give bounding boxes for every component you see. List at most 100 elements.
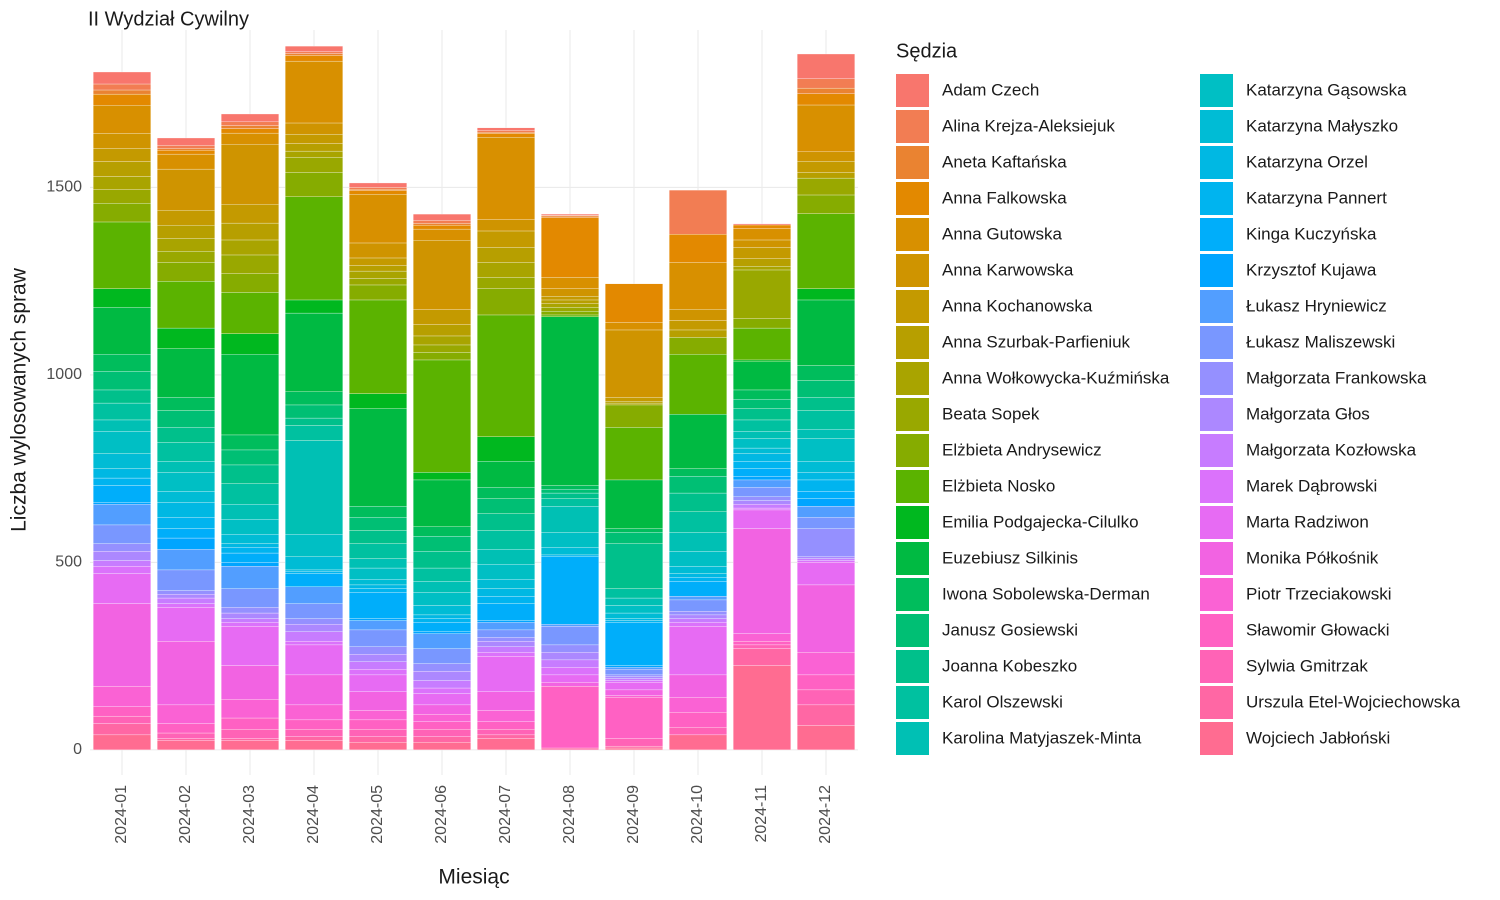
- legend-label: Kinga Kuczyńska: [1246, 224, 1377, 243]
- bar-segment: [541, 307, 599, 312]
- legend-key: [1200, 506, 1233, 539]
- bar-segment: [413, 240, 471, 310]
- bar-segment: [669, 476, 727, 494]
- bar-segment: [797, 87, 855, 94]
- bar-segment: [733, 269, 791, 319]
- legend-label: Katarzyna Małyszko: [1246, 116, 1398, 135]
- bar-segment: [349, 393, 407, 409]
- bar-segment: [477, 620, 535, 623]
- bar-segment: [797, 177, 855, 196]
- bar-segment: [157, 348, 215, 398]
- bar-segment: [669, 727, 727, 736]
- legend-label: Sławomir Głowacki: [1246, 620, 1390, 639]
- bar-segment: [541, 644, 599, 653]
- legend-key: [1200, 470, 1233, 503]
- bar-segment: [413, 213, 471, 221]
- bar-segment: [605, 678, 663, 681]
- legend-label: Małgorzata Frankowska: [1246, 368, 1427, 387]
- legend-label: Anna Kochanowska: [942, 296, 1093, 315]
- bar-segment: [285, 640, 343, 646]
- bar-segment: [413, 633, 471, 649]
- bar-segment: [413, 704, 471, 715]
- bar-segment: [669, 577, 727, 582]
- legend-label: Marek Dąbrowski: [1246, 476, 1377, 495]
- bar-segment: [477, 487, 535, 499]
- bar-segment: [605, 689, 663, 696]
- bar-segment: [349, 187, 407, 190]
- bar-segment: [797, 429, 855, 439]
- bar-segment: [157, 148, 215, 151]
- bar-segment: [733, 223, 791, 226]
- bar-segment: [221, 449, 279, 466]
- bar-segment: [349, 661, 407, 670]
- legend-key: [1200, 182, 1233, 215]
- bar-segment: [669, 309, 727, 321]
- bar-segment: [605, 329, 663, 398]
- legend-label: Aneta Kaftańska: [942, 152, 1067, 171]
- bar-segment: [733, 228, 791, 241]
- legend-key: [896, 434, 929, 467]
- bar-segment: [733, 528, 791, 634]
- bar-segment: [669, 320, 727, 331]
- bar-segment: [605, 528, 663, 533]
- x-tick-label: 2024-11: [753, 785, 770, 843]
- bar-segment: [93, 524, 151, 544]
- bar-segment: [477, 277, 535, 289]
- bar-segment: [349, 242, 407, 259]
- bar-segment: [157, 590, 215, 595]
- bar-segment: [349, 719, 407, 730]
- bar-segment: [477, 513, 535, 531]
- bar-segment: [221, 144, 279, 205]
- bar-segment: [605, 695, 663, 698]
- legend-label: Sylwia Gmitrzak: [1246, 656, 1368, 675]
- bar-segment: [477, 530, 535, 550]
- bar-segment: [221, 625, 279, 666]
- x-tick-label: 2024-08: [561, 785, 578, 844]
- legend-label: Piotr Trzeciakowski: [1246, 584, 1391, 603]
- bar-segment: [93, 706, 151, 717]
- bar-segment: [349, 567, 407, 580]
- bar-segment: [221, 222, 279, 241]
- bar-segment: [157, 597, 215, 604]
- bar-segment: [285, 569, 343, 572]
- bar-segment: [93, 504, 151, 526]
- bar-segment: [349, 189, 407, 191]
- bar-segment: [797, 472, 855, 481]
- bar-segment: [285, 143, 343, 152]
- bar-segment: [349, 265, 407, 272]
- bar-segment: [157, 502, 215, 518]
- bar-segment: [797, 438, 855, 462]
- bar-segment: [93, 431, 151, 454]
- legend-key: [896, 74, 929, 107]
- legend-label: Karolina Matyjaszek-Minta: [942, 728, 1142, 747]
- x-tick-label: 2024-07: [497, 785, 514, 844]
- legend-key: [896, 290, 929, 323]
- bar-segment: [797, 365, 855, 381]
- bar-segment: [157, 442, 215, 462]
- bar-segment: [477, 498, 535, 514]
- bar-segment: [669, 329, 727, 338]
- bar-segment: [733, 327, 791, 361]
- bar-segment: [93, 89, 151, 95]
- bar-segment: [349, 736, 407, 743]
- bar-segment: [413, 228, 471, 241]
- x-tick-label: 2024-10: [689, 785, 706, 844]
- bar-segment: [221, 566, 279, 589]
- bar-segment: [285, 391, 343, 406]
- bar-segment: [93, 715, 151, 724]
- bar-segment: [797, 584, 855, 653]
- bar-segment: [157, 723, 215, 734]
- bar-segment: [733, 504, 791, 509]
- bar-segment: [733, 496, 791, 501]
- legend-label: Katarzyna Gąsowska: [1246, 80, 1407, 99]
- bar-segment: [477, 314, 535, 437]
- bar-segment: [797, 299, 855, 366]
- legend-label: Beata Sopek: [942, 404, 1040, 423]
- bar-segment: [541, 685, 599, 749]
- bar-segment: [221, 618, 279, 623]
- bar-segment: [93, 419, 151, 432]
- x-tick-label: 2024-02: [177, 785, 194, 844]
- bar-segment: [733, 633, 791, 642]
- bar-segment: [413, 721, 471, 730]
- bar-segment: [285, 299, 343, 314]
